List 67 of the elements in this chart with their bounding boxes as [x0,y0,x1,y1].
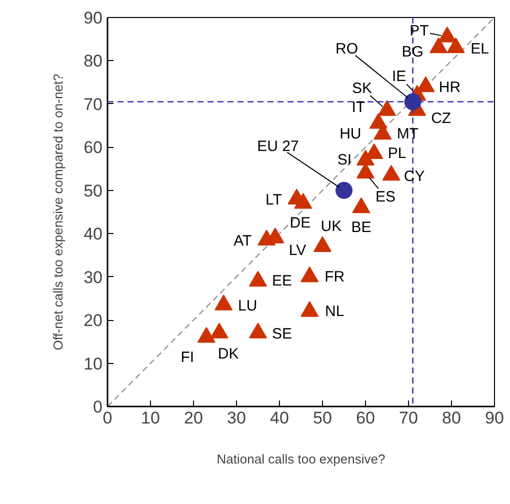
y-tick-label: 20 [84,311,103,330]
annotation: UK [320,218,342,235]
annotation: DE [290,214,311,232]
annotation: PT [410,22,429,40]
y-tick-label: 80 [84,52,103,71]
annotation: EE [272,272,292,290]
annotation: HU [340,126,362,143]
x-tick-label: 80 [442,408,461,428]
y-tick-label: 10 [84,354,103,374]
annotation: CY [404,168,425,185]
point [197,327,216,343]
x-tick-label: 50 [313,408,332,428]
annotation: LU [238,297,258,314]
point [258,230,276,246]
x-tick-label: 20 [184,408,203,428]
annotation: PL [388,145,406,162]
point [438,26,456,42]
annotation: DK [218,346,239,363]
point [300,266,319,282]
annotation: NL [325,302,344,320]
point [378,100,396,116]
y-tick-label: 30 [84,268,103,287]
annotation: BE [351,219,372,236]
y-tick-label: 60 [84,138,103,158]
annotation: RO [336,40,358,58]
annotation: ES [375,188,396,206]
point [210,322,228,338]
annotation: IE [392,68,406,85]
x-tick-label: 90 [485,408,504,428]
point [446,37,465,54]
annotation: MT [396,126,419,143]
annotation: SE [272,326,292,343]
point [214,294,233,310]
point [382,164,400,181]
annotation: BG [402,43,424,60]
annotation: LT [266,192,282,209]
x-tick-label: 30 [227,408,246,428]
point [294,193,312,209]
annotation: EL [470,40,489,58]
annotation: EU 27 [257,138,299,155]
annotation: IT [352,98,366,116]
point [314,236,332,252]
x-tick-label: 10 [141,408,160,428]
y-tick-label: 70 [84,94,103,114]
annotation: FI [180,348,194,366]
point [249,322,267,338]
x-tick-label: 40 [270,408,289,428]
y-tick-label: 90 [84,8,103,28]
point [352,197,370,214]
y-axis-title: Off-net calls too expensive compared to on-net? [50,74,66,350]
annotation: CZ [431,110,452,127]
y-tick-label: 50 [84,181,103,200]
point [300,301,319,317]
x-tick-label: 60 [356,408,375,428]
x-tick-label: 70 [399,408,418,428]
point [356,150,374,166]
point [416,76,435,92]
annotation: SK [352,80,372,97]
x-axis-title: National calls too expensive? [216,452,386,466]
y-tick-label: 40 [84,224,103,244]
point [430,37,448,54]
point [249,270,267,287]
annotation: SI [337,152,352,169]
annotation: AT [234,232,252,250]
annotation: LV [288,242,306,260]
annotation: HR [438,79,461,96]
annotation: FR [324,268,345,286]
